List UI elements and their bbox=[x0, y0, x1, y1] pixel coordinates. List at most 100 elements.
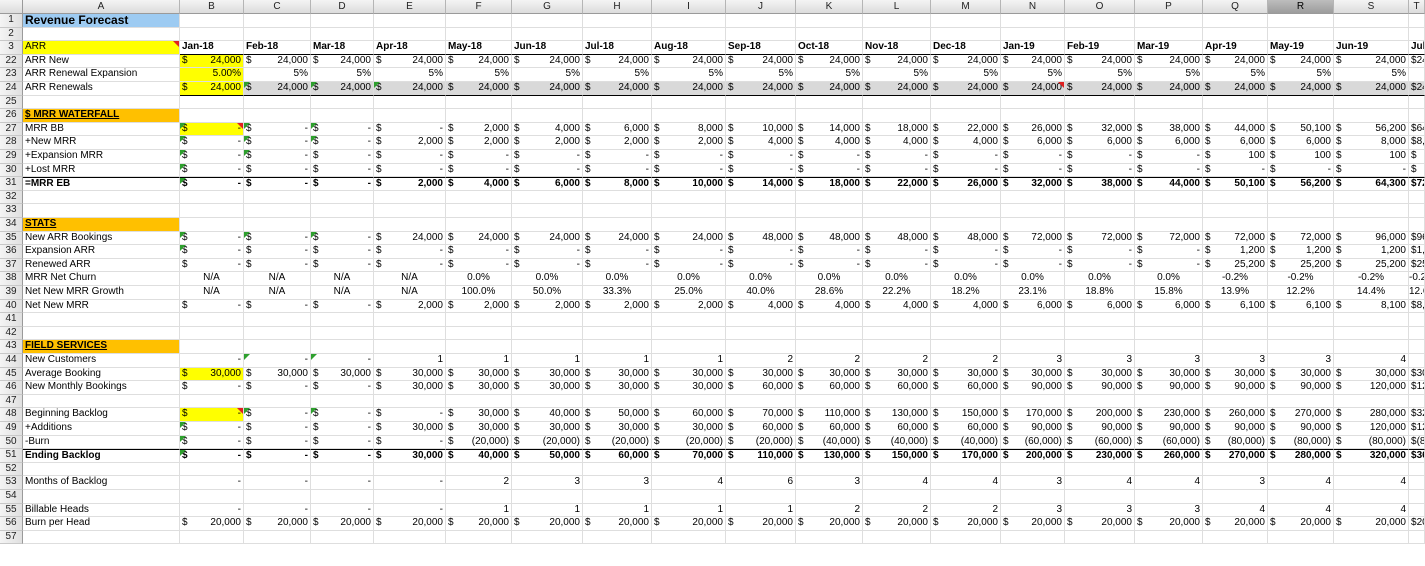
data-cell[interactable]: $120,000 bbox=[1334, 422, 1409, 436]
column-header-n[interactable]: N bbox=[1001, 0, 1065, 14]
data-cell[interactable]: $ - bbox=[796, 245, 863, 259]
data-cell[interactable]: $ - bbox=[244, 435, 311, 450]
data-cell[interactable]: $ - bbox=[374, 163, 446, 178]
data-cell[interactable]: $24,000 bbox=[652, 82, 726, 96]
data-cell[interactable]: $20,000 bbox=[931, 517, 1001, 531]
empty-cell[interactable] bbox=[726, 340, 796, 354]
data-cell[interactable]: 4 bbox=[1135, 476, 1203, 490]
data-cell[interactable]: $6,000 bbox=[1065, 136, 1135, 150]
empty-cell[interactable] bbox=[244, 95, 311, 110]
empty-cell[interactable] bbox=[583, 218, 652, 232]
column-header-r[interactable]: R bbox=[1268, 0, 1334, 14]
data-cell[interactable]: $ - bbox=[180, 177, 244, 191]
empty-cell[interactable] bbox=[311, 394, 374, 409]
empty-cell[interactable] bbox=[23, 204, 180, 218]
empty-cell[interactable] bbox=[1334, 462, 1409, 477]
data-cell[interactable]: $24,000 bbox=[1268, 82, 1334, 96]
data-cell[interactable]: $ - bbox=[244, 177, 311, 191]
row-label[interactable]: ARR Renewals bbox=[23, 82, 180, 96]
data-cell[interactable]: 1 bbox=[446, 503, 512, 518]
empty-cell[interactable] bbox=[1334, 95, 1409, 110]
empty-cell[interactable] bbox=[374, 14, 446, 28]
empty-cell[interactable] bbox=[1203, 109, 1268, 123]
row-number[interactable]: 53 bbox=[0, 476, 23, 490]
column-header-o[interactable]: O bbox=[1065, 0, 1135, 14]
data-cell[interactable]: 5.00% bbox=[180, 68, 244, 82]
data-cell[interactable]: $30,000 bbox=[1203, 367, 1268, 382]
empty-cell[interactable] bbox=[931, 490, 1001, 504]
empty-cell[interactable] bbox=[726, 326, 796, 341]
row-number[interactable]: 24 bbox=[0, 82, 23, 96]
empty-cell[interactable] bbox=[583, 95, 652, 110]
data-cell[interactable]: $ - bbox=[583, 258, 652, 273]
data-cell[interactable]: $64, bbox=[1409, 122, 1425, 137]
data-cell[interactable]: - bbox=[311, 476, 374, 490]
data-cell[interactable]: $8,000 bbox=[583, 177, 652, 191]
data-cell[interactable]: 0.0% bbox=[1065, 272, 1135, 286]
data-cell[interactable]: $ - bbox=[311, 136, 374, 150]
data-cell[interactable]: $24,000 bbox=[374, 231, 446, 246]
data-cell[interactable]: $30,000 bbox=[446, 422, 512, 436]
empty-cell[interactable] bbox=[374, 313, 446, 327]
data-cell[interactable]: $30,000 bbox=[583, 367, 652, 382]
data-cell[interactable]: $30,000 bbox=[244, 367, 311, 382]
data-cell[interactable]: $ - bbox=[1001, 150, 1065, 164]
empty-cell[interactable] bbox=[726, 313, 796, 327]
empty-cell[interactable] bbox=[311, 340, 374, 354]
data-cell[interactable]: $2,000 bbox=[512, 136, 583, 150]
row-number[interactable]: 44 bbox=[0, 354, 23, 368]
data-cell[interactable]: 4 bbox=[1334, 354, 1409, 368]
data-cell[interactable]: - bbox=[374, 476, 446, 490]
data-cell[interactable]: 3 bbox=[1135, 354, 1203, 368]
empty-cell[interactable] bbox=[796, 27, 863, 42]
data-cell[interactable]: $4,000 bbox=[796, 136, 863, 150]
empty-cell[interactable] bbox=[1409, 394, 1425, 409]
empty-cell[interactable] bbox=[1334, 530, 1409, 545]
empty-cell[interactable] bbox=[1135, 27, 1203, 42]
row-number[interactable]: 31 bbox=[0, 177, 23, 191]
data-cell[interactable]: $ bbox=[1409, 150, 1425, 164]
data-cell[interactable]: Sep-18 bbox=[726, 41, 796, 55]
empty-cell[interactable] bbox=[931, 218, 1001, 232]
empty-cell[interactable] bbox=[244, 218, 311, 232]
data-cell[interactable]: $24,000 bbox=[583, 54, 652, 69]
data-cell[interactable]: $ - bbox=[1203, 163, 1268, 178]
data-cell[interactable]: $60,000 bbox=[863, 422, 931, 436]
data-cell[interactable]: $100 bbox=[1334, 150, 1409, 164]
data-cell[interactable]: 6 bbox=[726, 476, 796, 490]
data-cell[interactable]: 100.0% bbox=[446, 286, 512, 300]
data-cell[interactable]: 28.6% bbox=[796, 286, 863, 300]
data-cell[interactable]: $20,000 bbox=[244, 517, 311, 531]
empty-cell[interactable] bbox=[726, 95, 796, 110]
data-cell[interactable]: $ - bbox=[244, 231, 311, 246]
data-cell[interactable]: $30,000 bbox=[652, 367, 726, 382]
empty-cell[interactable] bbox=[863, 190, 931, 205]
empty-cell[interactable] bbox=[1203, 14, 1268, 28]
data-cell[interactable]: Apr-18 bbox=[374, 41, 446, 55]
data-cell[interactable]: $30,000 bbox=[512, 367, 583, 382]
empty-cell[interactable] bbox=[796, 95, 863, 110]
data-cell[interactable]: $90,000 bbox=[1268, 422, 1334, 436]
empty-cell[interactable] bbox=[1268, 313, 1334, 327]
data-cell[interactable]: $130,000 bbox=[863, 408, 931, 422]
data-cell[interactable]: $48,000 bbox=[796, 231, 863, 246]
empty-cell[interactable] bbox=[374, 95, 446, 110]
empty-cell[interactable] bbox=[1409, 27, 1425, 42]
data-cell[interactable]: $100 bbox=[1203, 150, 1268, 164]
row-number[interactable]: 32 bbox=[0, 190, 23, 205]
data-cell[interactable]: $30,000 bbox=[374, 422, 446, 436]
empty-cell[interactable] bbox=[652, 462, 726, 477]
data-cell[interactable]: 3 bbox=[1065, 354, 1135, 368]
data-cell[interactable]: $30,000 bbox=[1135, 367, 1203, 382]
data-cell[interactable]: $ - bbox=[652, 150, 726, 164]
empty-cell[interactable] bbox=[1334, 394, 1409, 409]
data-cell[interactable]: $4,000 bbox=[796, 299, 863, 314]
empty-cell[interactable] bbox=[1268, 490, 1334, 504]
data-cell[interactable]: 5% bbox=[244, 68, 311, 82]
data-cell[interactable]: 5% bbox=[1334, 68, 1409, 82]
data-cell[interactable]: 15.8% bbox=[1135, 286, 1203, 300]
data-cell[interactable]: $30,000 bbox=[311, 367, 374, 382]
empty-cell[interactable] bbox=[1409, 95, 1425, 110]
data-cell[interactable]: - bbox=[244, 476, 311, 490]
data-cell[interactable]: Feb-19 bbox=[1065, 41, 1135, 55]
